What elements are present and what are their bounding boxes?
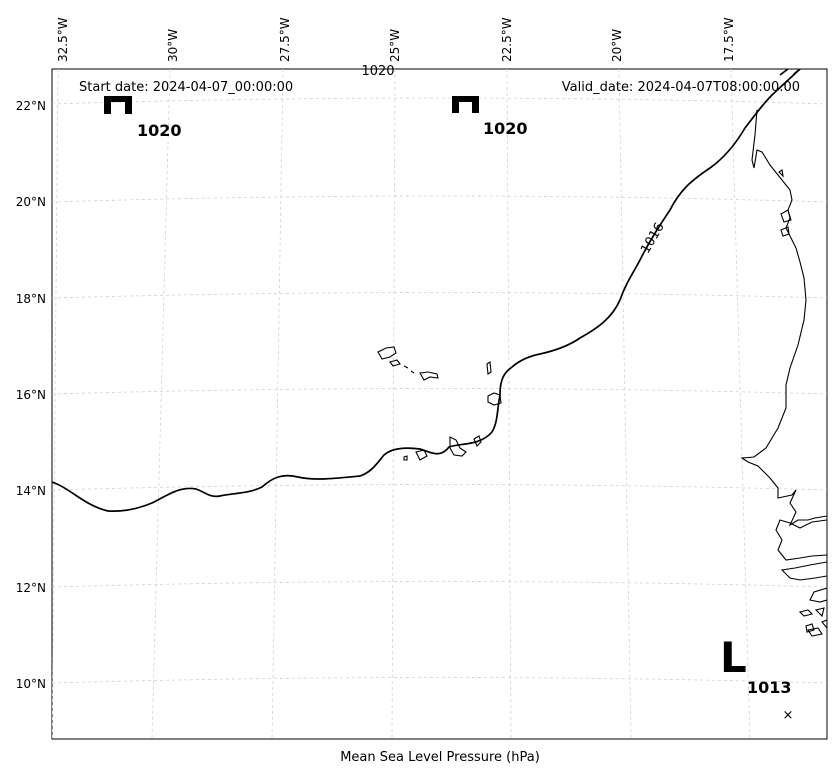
cape-verde-islands	[377, 346, 502, 461]
latitude-tick: 12°N	[16, 581, 46, 595]
coastline	[740, 109, 827, 637]
latitude-tick: 20°N	[16, 195, 46, 209]
graticule	[52, 69, 827, 739]
low-pressure-value: 1013	[747, 678, 792, 697]
high-pressure-value: 1020	[483, 119, 528, 138]
low-pressure-marker-icon: ×	[783, 708, 794, 723]
latitude-tick: 22°N	[16, 99, 46, 113]
longitude-tick: 22.5°W	[500, 17, 514, 62]
high-pressure-value: 1020	[137, 121, 182, 140]
longitude-tick: 27.5°W	[278, 17, 292, 62]
high-pressure-icon	[104, 96, 132, 114]
latitude-tick: 10°N	[16, 677, 46, 691]
low-pressure-center: L 1013 ×	[720, 633, 793, 723]
longitude-tick: 20°W	[610, 29, 624, 62]
start-date-label: Start date: 2024-04-07_00:00:00	[79, 80, 293, 95]
longitude-tick: 32.5°W	[56, 17, 70, 62]
latitude-tick: 16°N	[16, 388, 46, 402]
isobar-1016	[52, 69, 801, 512]
latitude-tick: 18°N	[16, 292, 46, 306]
map-frame	[51, 68, 828, 740]
low-pressure-symbol: L	[720, 633, 747, 682]
latitude-tick: 14°N	[16, 484, 46, 498]
high-pressure-center: 1020	[104, 96, 182, 140]
longitude-tick: 25°W	[388, 29, 402, 62]
longitude-axis: 32.5°W 30°W 27.5°W 25°W 22.5°W 20°W 17.5…	[56, 17, 736, 62]
longitude-tick: 30°W	[166, 29, 180, 62]
isobar-1020-fragment	[779, 69, 801, 76]
high-pressure-center: 1020	[452, 96, 528, 138]
latitude-axis: 22°N 20°N 18°N 16°N 14°N 12°N 10°N	[16, 99, 46, 691]
isobar-label-1020-partial: 1020	[361, 64, 394, 79]
high-pressure-icon	[452, 96, 479, 113]
valid-date-label: Valid_date: 2024-04-07T08:00:00.00	[562, 80, 800, 95]
longitude-tick: 17.5°W	[722, 17, 736, 62]
map-caption: Mean Sea Level Pressure (hPa)	[340, 750, 540, 765]
